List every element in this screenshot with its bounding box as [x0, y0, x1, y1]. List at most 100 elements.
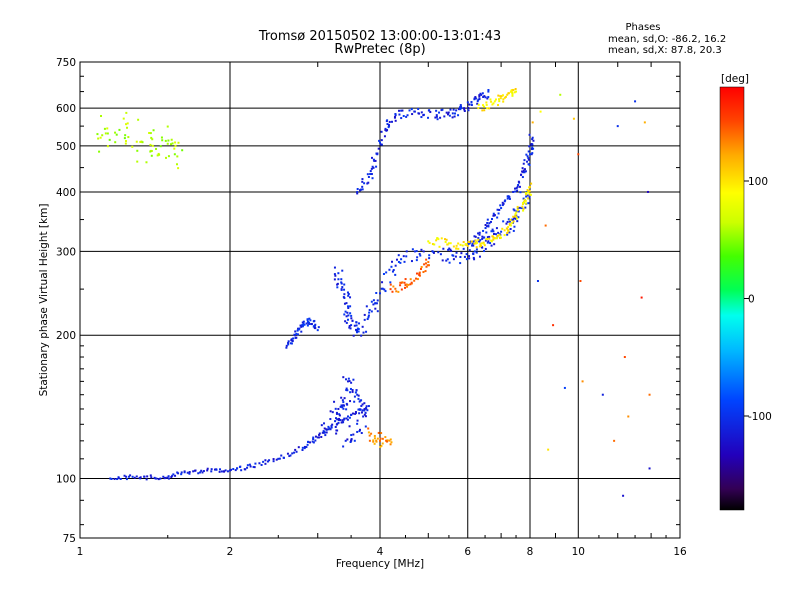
echo-point [477, 98, 480, 101]
echo-point [489, 220, 492, 223]
echo-point [268, 459, 271, 462]
echo-point [495, 227, 498, 230]
echo-point [272, 460, 275, 463]
echo-point [295, 336, 298, 339]
echo-point [527, 202, 530, 205]
echo-point [420, 248, 423, 251]
echo-point [480, 93, 483, 96]
echo-point [329, 418, 332, 421]
echo-point [343, 293, 346, 296]
echo-point [496, 235, 499, 238]
echo-point [508, 197, 511, 200]
echo-point [524, 170, 527, 173]
echo-point [296, 333, 299, 336]
echo-point [345, 378, 348, 381]
echo-point [335, 423, 338, 426]
echo-point [488, 222, 491, 225]
echo-point [333, 273, 336, 276]
echo-point [502, 98, 505, 101]
echo-point [503, 229, 506, 232]
echo-point [357, 408, 360, 411]
echo-point [530, 153, 533, 156]
echo-point [123, 137, 126, 140]
echo-point [476, 102, 479, 105]
echo-point [428, 109, 431, 112]
echo-point [490, 230, 493, 233]
echo-point [367, 314, 370, 317]
echo-point [321, 431, 324, 434]
echo-point [149, 132, 152, 135]
echo-point [357, 397, 360, 400]
echo-point [465, 253, 468, 256]
echo-point [360, 411, 363, 414]
echo-point [404, 286, 407, 289]
echo-point [505, 222, 508, 225]
echo-point [370, 300, 373, 303]
echo-point [526, 194, 529, 197]
echo-point [531, 138, 534, 141]
echo-point [353, 324, 356, 327]
echo-point [423, 263, 426, 266]
echo-point [390, 441, 393, 444]
echo-point [312, 438, 315, 441]
y-tick-label: 750 [56, 57, 76, 69]
echo-point [368, 311, 371, 314]
echo-point [505, 227, 508, 230]
echo-point [508, 195, 511, 198]
echo-point [333, 266, 336, 269]
echo-point [515, 90, 518, 93]
echo-point [344, 320, 347, 323]
echo-point [528, 145, 531, 148]
echo-point [226, 470, 229, 473]
echo-point [286, 452, 289, 455]
echo-point [316, 436, 319, 439]
echo-point [407, 283, 410, 286]
echo-point [126, 126, 129, 129]
echo-point [473, 258, 476, 261]
echo-point [522, 209, 525, 212]
echo-point [176, 155, 179, 158]
echo-point [335, 411, 338, 414]
echo-point [484, 239, 487, 242]
echo-point [392, 269, 395, 272]
echo-point [527, 150, 530, 153]
echo-point [379, 292, 381, 295]
echo-point [365, 330, 368, 333]
echo-point [344, 310, 347, 313]
echo-point [379, 437, 382, 440]
echo-point [369, 173, 372, 176]
echo-point [513, 225, 516, 228]
echo-point [355, 389, 358, 392]
echo-point [512, 229, 515, 232]
stats-heading: Phases [625, 22, 660, 33]
echo-point [484, 223, 487, 226]
echo-point [331, 411, 334, 414]
echo-point [405, 255, 408, 258]
echo-point [357, 330, 360, 333]
echo-point [469, 240, 472, 243]
echo-point [386, 439, 389, 442]
echo-point [474, 235, 477, 238]
echo-point [419, 254, 422, 257]
echo-point [347, 306, 350, 309]
echo-point [440, 237, 443, 240]
echo-point [352, 412, 355, 415]
echo-point [413, 279, 416, 282]
echo-point [374, 159, 377, 162]
echo-point [349, 327, 352, 330]
echo-point [230, 468, 233, 471]
echo-point [301, 448, 304, 451]
echo-point [468, 257, 471, 260]
echo-point [431, 243, 434, 246]
echo-point [526, 191, 529, 194]
echo-point [528, 164, 531, 167]
echo-point [379, 143, 382, 146]
echo-point [502, 100, 505, 103]
echo-point [529, 193, 532, 196]
echo-point [360, 432, 363, 435]
echo-point [310, 323, 313, 326]
echo-point [164, 139, 167, 142]
echo-point [306, 318, 309, 321]
echo-point [506, 220, 509, 223]
echo-point [290, 339, 293, 342]
